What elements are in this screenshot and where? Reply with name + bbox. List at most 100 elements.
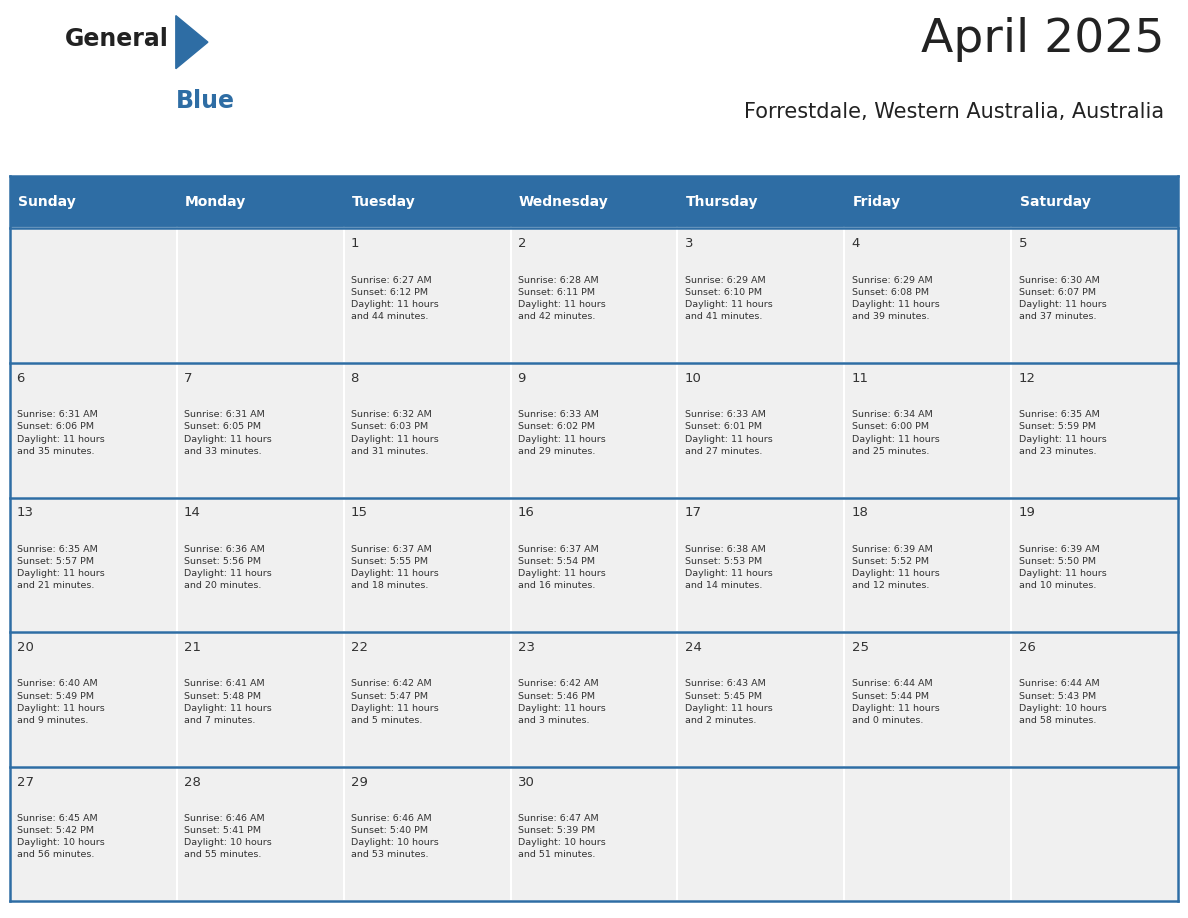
Bar xyxy=(677,767,845,901)
Text: Sunrise: 6:43 AM
Sunset: 5:45 PM
Daylight: 11 hours
and 2 minutes.: Sunrise: 6:43 AM Sunset: 5:45 PM Dayligh… xyxy=(684,679,772,725)
Text: Sunrise: 6:44 AM
Sunset: 5:44 PM
Daylight: 11 hours
and 0 minutes.: Sunrise: 6:44 AM Sunset: 5:44 PM Dayligh… xyxy=(852,679,940,725)
Bar xyxy=(10,176,177,229)
Bar xyxy=(343,633,511,767)
Text: 4: 4 xyxy=(852,237,860,251)
Bar xyxy=(1011,176,1178,229)
Bar xyxy=(177,633,343,767)
Text: Sunrise: 6:47 AM
Sunset: 5:39 PM
Daylight: 10 hours
and 51 minutes.: Sunrise: 6:47 AM Sunset: 5:39 PM Dayligh… xyxy=(518,814,605,859)
Bar xyxy=(177,229,343,364)
Text: Sunrise: 6:39 AM
Sunset: 5:52 PM
Daylight: 11 hours
and 12 minutes.: Sunrise: 6:39 AM Sunset: 5:52 PM Dayligh… xyxy=(852,544,940,590)
Text: Sunrise: 6:33 AM
Sunset: 6:01 PM
Daylight: 11 hours
and 27 minutes.: Sunrise: 6:33 AM Sunset: 6:01 PM Dayligh… xyxy=(684,410,772,455)
Bar xyxy=(343,364,511,498)
Bar xyxy=(343,229,511,364)
Text: 29: 29 xyxy=(350,776,367,789)
Bar xyxy=(677,176,845,229)
Text: Sunrise: 6:39 AM
Sunset: 5:50 PM
Daylight: 11 hours
and 10 minutes.: Sunrise: 6:39 AM Sunset: 5:50 PM Dayligh… xyxy=(1018,544,1106,590)
Text: 21: 21 xyxy=(183,641,201,654)
Text: Forrestdale, Western Australia, Australia: Forrestdale, Western Australia, Australi… xyxy=(744,103,1164,122)
Polygon shape xyxy=(176,16,208,69)
Text: 8: 8 xyxy=(350,372,359,385)
Text: 14: 14 xyxy=(183,507,201,520)
Text: Sunrise: 6:35 AM
Sunset: 5:57 PM
Daylight: 11 hours
and 21 minutes.: Sunrise: 6:35 AM Sunset: 5:57 PM Dayligh… xyxy=(17,544,105,590)
Text: 19: 19 xyxy=(1018,507,1036,520)
Text: Wednesday: Wednesday xyxy=(519,196,608,209)
Text: 20: 20 xyxy=(17,641,33,654)
Bar xyxy=(343,176,511,229)
Bar xyxy=(511,498,677,633)
Text: Sunrise: 6:37 AM
Sunset: 5:54 PM
Daylight: 11 hours
and 16 minutes.: Sunrise: 6:37 AM Sunset: 5:54 PM Dayligh… xyxy=(518,544,605,590)
Text: 13: 13 xyxy=(17,507,33,520)
Text: Sunday: Sunday xyxy=(18,196,76,209)
Bar xyxy=(677,498,845,633)
Text: Friday: Friday xyxy=(853,196,901,209)
Bar xyxy=(1011,633,1178,767)
Text: Sunrise: 6:33 AM
Sunset: 6:02 PM
Daylight: 11 hours
and 29 minutes.: Sunrise: 6:33 AM Sunset: 6:02 PM Dayligh… xyxy=(518,410,605,455)
Bar xyxy=(177,767,343,901)
Bar xyxy=(10,633,177,767)
Text: 6: 6 xyxy=(17,372,25,385)
Bar xyxy=(10,498,177,633)
Text: 12: 12 xyxy=(1018,372,1036,385)
Text: 17: 17 xyxy=(684,507,701,520)
Text: Sunrise: 6:34 AM
Sunset: 6:00 PM
Daylight: 11 hours
and 25 minutes.: Sunrise: 6:34 AM Sunset: 6:00 PM Dayligh… xyxy=(852,410,940,455)
Bar xyxy=(177,364,343,498)
Text: Sunrise: 6:42 AM
Sunset: 5:46 PM
Daylight: 11 hours
and 3 minutes.: Sunrise: 6:42 AM Sunset: 5:46 PM Dayligh… xyxy=(518,679,605,725)
Text: Thursday: Thursday xyxy=(685,196,758,209)
Text: Saturday: Saturday xyxy=(1019,196,1091,209)
Bar xyxy=(177,176,343,229)
Text: 16: 16 xyxy=(518,507,535,520)
Text: 2: 2 xyxy=(518,237,526,251)
Text: Sunrise: 6:44 AM
Sunset: 5:43 PM
Daylight: 10 hours
and 58 minutes.: Sunrise: 6:44 AM Sunset: 5:43 PM Dayligh… xyxy=(1018,679,1106,725)
Text: 15: 15 xyxy=(350,507,367,520)
Bar xyxy=(845,498,1011,633)
Text: Sunrise: 6:38 AM
Sunset: 5:53 PM
Daylight: 11 hours
and 14 minutes.: Sunrise: 6:38 AM Sunset: 5:53 PM Dayligh… xyxy=(684,544,772,590)
Bar xyxy=(1011,498,1178,633)
Text: April 2025: April 2025 xyxy=(921,17,1164,62)
Bar xyxy=(1011,364,1178,498)
Text: 27: 27 xyxy=(17,776,33,789)
Bar xyxy=(845,229,1011,364)
Bar xyxy=(1011,767,1178,901)
Bar xyxy=(845,767,1011,901)
Bar xyxy=(845,176,1011,229)
Text: 24: 24 xyxy=(684,641,701,654)
Text: Monday: Monday xyxy=(185,196,246,209)
Bar xyxy=(677,633,845,767)
Text: Sunrise: 6:35 AM
Sunset: 5:59 PM
Daylight: 11 hours
and 23 minutes.: Sunrise: 6:35 AM Sunset: 5:59 PM Dayligh… xyxy=(1018,410,1106,455)
Text: 23: 23 xyxy=(518,641,535,654)
Text: Sunrise: 6:37 AM
Sunset: 5:55 PM
Daylight: 11 hours
and 18 minutes.: Sunrise: 6:37 AM Sunset: 5:55 PM Dayligh… xyxy=(350,544,438,590)
Bar xyxy=(177,498,343,633)
Text: 30: 30 xyxy=(518,776,535,789)
Bar xyxy=(845,364,1011,498)
Bar xyxy=(511,364,677,498)
Bar xyxy=(677,229,845,364)
Text: Sunrise: 6:46 AM
Sunset: 5:40 PM
Daylight: 10 hours
and 53 minutes.: Sunrise: 6:46 AM Sunset: 5:40 PM Dayligh… xyxy=(350,814,438,859)
Text: Sunrise: 6:36 AM
Sunset: 5:56 PM
Daylight: 11 hours
and 20 minutes.: Sunrise: 6:36 AM Sunset: 5:56 PM Dayligh… xyxy=(183,544,271,590)
Bar xyxy=(677,364,845,498)
Bar xyxy=(10,767,177,901)
Text: Sunrise: 6:41 AM
Sunset: 5:48 PM
Daylight: 11 hours
and 7 minutes.: Sunrise: 6:41 AM Sunset: 5:48 PM Dayligh… xyxy=(183,679,271,725)
Text: General: General xyxy=(65,27,169,51)
Text: 10: 10 xyxy=(684,372,701,385)
Text: 25: 25 xyxy=(852,641,868,654)
Text: 11: 11 xyxy=(852,372,868,385)
Text: Sunrise: 6:42 AM
Sunset: 5:47 PM
Daylight: 11 hours
and 5 minutes.: Sunrise: 6:42 AM Sunset: 5:47 PM Dayligh… xyxy=(350,679,438,725)
Text: 22: 22 xyxy=(350,641,367,654)
Bar xyxy=(10,364,177,498)
Bar xyxy=(511,176,677,229)
Text: Sunrise: 6:27 AM
Sunset: 6:12 PM
Daylight: 11 hours
and 44 minutes.: Sunrise: 6:27 AM Sunset: 6:12 PM Dayligh… xyxy=(350,275,438,321)
Text: 18: 18 xyxy=(852,507,868,520)
Bar xyxy=(343,767,511,901)
Text: Sunrise: 6:31 AM
Sunset: 6:06 PM
Daylight: 11 hours
and 35 minutes.: Sunrise: 6:31 AM Sunset: 6:06 PM Dayligh… xyxy=(17,410,105,455)
Text: 5: 5 xyxy=(1018,237,1026,251)
Text: Sunrise: 6:45 AM
Sunset: 5:42 PM
Daylight: 10 hours
and 56 minutes.: Sunrise: 6:45 AM Sunset: 5:42 PM Dayligh… xyxy=(17,814,105,859)
Text: 7: 7 xyxy=(183,372,192,385)
Bar xyxy=(845,633,1011,767)
Bar xyxy=(511,229,677,364)
Text: Sunrise: 6:28 AM
Sunset: 6:11 PM
Daylight: 11 hours
and 42 minutes.: Sunrise: 6:28 AM Sunset: 6:11 PM Dayligh… xyxy=(518,275,605,321)
Text: Tuesday: Tuesday xyxy=(352,196,416,209)
Text: Sunrise: 6:32 AM
Sunset: 6:03 PM
Daylight: 11 hours
and 31 minutes.: Sunrise: 6:32 AM Sunset: 6:03 PM Dayligh… xyxy=(350,410,438,455)
Text: 9: 9 xyxy=(518,372,526,385)
Bar xyxy=(343,498,511,633)
Bar xyxy=(10,229,177,364)
